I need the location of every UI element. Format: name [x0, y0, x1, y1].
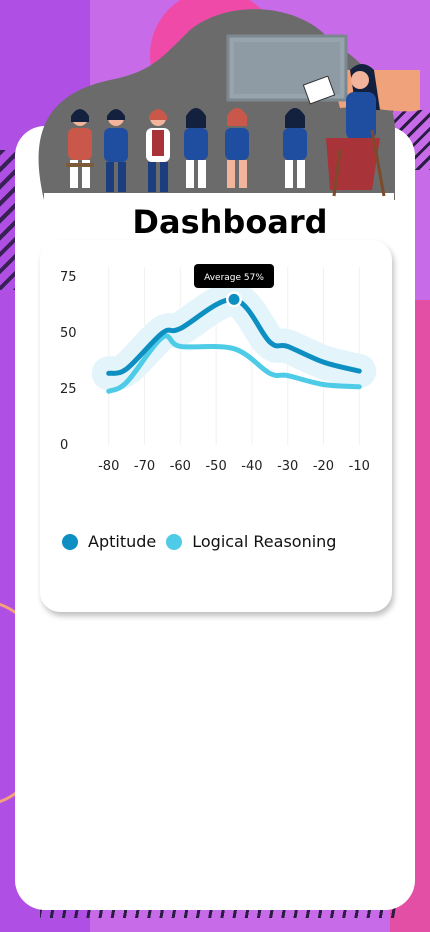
x-tick-label-5: -30	[277, 459, 298, 474]
teacher	[302, 64, 386, 197]
students	[66, 108, 307, 192]
legend-label-aptitude: Aptitude	[88, 532, 157, 551]
x-tick-label-7: -10	[349, 459, 370, 474]
x-tick-label-0: -80	[98, 459, 119, 474]
y-tick-label-0: 0	[60, 438, 68, 453]
y-tick-label-1: 25	[60, 382, 77, 397]
tooltip-box	[194, 264, 274, 288]
x-tick-label-6: -20	[313, 459, 334, 474]
x-tick-label-3: -50	[205, 459, 226, 474]
tooltip-label: Average 57%	[204, 273, 264, 283]
x-tick-label-1: -70	[134, 459, 155, 474]
y-tick-label-3: 75	[60, 270, 77, 285]
legend-label-logical-reasoning: Logical Reasoning	[192, 532, 337, 551]
legend-item-aptitude[interactable]: Aptitude	[62, 532, 156, 551]
legend-dot-aptitude	[62, 533, 78, 550]
chart-legend: Aptitude Logical Reasoning	[62, 532, 346, 551]
legend-dot-logical-reasoning	[166, 533, 183, 550]
x-tick-label-4: -40	[241, 459, 262, 474]
classroom-illustration	[38, 9, 420, 200]
chart-card: 0 25 50 75 -80 -70 -60 -50 -40 -30 -20 -10 Average 5…	[40, 240, 392, 612]
page-title: Dashboard	[132, 203, 328, 241]
legend-item-logical-reasoning[interactable]: Logical Reasoning	[166, 532, 336, 551]
x-tick-label-2: -60	[170, 459, 191, 474]
series-line-logical-reasoning	[106, 333, 362, 394]
tooltip-point	[228, 293, 240, 305]
y-tick-label-2: 50	[60, 326, 77, 341]
line-chart: 0 25 50 75 -80 -70 -60 -50 -40 -30 -20 -10 Average 5…	[60, 264, 377, 474]
